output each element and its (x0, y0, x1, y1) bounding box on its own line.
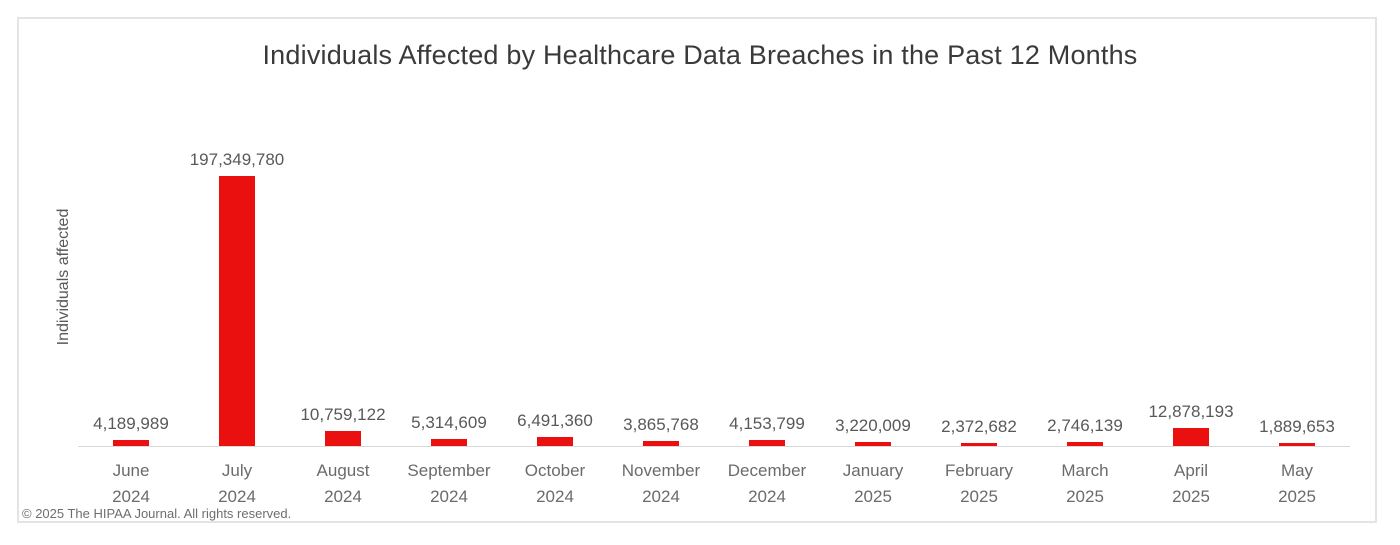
x-tick-year: 2024 (536, 487, 574, 507)
bar-value-label: 5,314,609 (411, 413, 487, 433)
bar (325, 431, 361, 446)
x-tick-label: June 2024 (78, 458, 184, 511)
x-tick-label: September 2024 (396, 458, 502, 511)
chart-title: Individuals Affected by Healthcare Data … (262, 40, 1138, 70)
bar (219, 176, 255, 446)
bars-row: 4,189,989 197,349,780 10,759,122 5,314,609 6… (78, 140, 1350, 447)
bar (1173, 428, 1209, 446)
x-tick-month: March (1061, 461, 1109, 480)
x-axis-ticks: June 2024 July 2024 August 2024 September 2024 O… (78, 458, 1350, 511)
x-tick-month: January (842, 461, 904, 480)
bar-column: 3,865,768 (608, 140, 714, 446)
bar-value-label: 10,759,122 (300, 405, 386, 425)
y-axis-label: Individuals affected (55, 208, 72, 346)
bar-column: 2,372,682 (926, 140, 1032, 446)
bar-column: 2,746,139 (1032, 140, 1138, 446)
bar-column: 4,153,799 (714, 140, 820, 446)
x-tick-year: 2025 (1066, 487, 1104, 507)
x-tick-label: January 2025 (820, 458, 926, 511)
x-tick-year: 2024 (112, 487, 150, 507)
bar-column: 12,878,193 (1138, 140, 1244, 446)
x-tick-label: February 2025 (926, 458, 1032, 511)
bar (643, 441, 679, 446)
bar (431, 439, 467, 446)
x-tick-year: 2024 (748, 487, 786, 507)
x-tick-label: March 2025 (1032, 458, 1138, 511)
x-tick-year: 2024 (218, 487, 256, 507)
x-tick-month: September (407, 461, 491, 480)
x-tick-year: 2025 (854, 487, 892, 507)
x-tick-month: July (221, 461, 253, 480)
x-tick-label: October 2024 (502, 458, 608, 511)
copyright-footer: © 2025 The HIPAA Journal. All rights res… (22, 506, 292, 521)
bar-column: 6,491,360 (502, 140, 608, 446)
bar (855, 442, 891, 446)
x-tick-month: February (944, 461, 1014, 480)
x-tick-label: November 2024 (608, 458, 714, 511)
bar-column: 10,759,122 (290, 140, 396, 446)
x-tick-year: 2024 (642, 487, 680, 507)
bar (537, 437, 573, 446)
bar-column: 5,314,609 (396, 140, 502, 446)
bar (113, 440, 149, 446)
bar-value-label: 4,189,989 (93, 414, 169, 434)
x-tick-label: April 2025 (1138, 458, 1244, 511)
x-tick-year: 2024 (324, 487, 362, 507)
bar-value-label: 2,372,682 (941, 417, 1017, 437)
x-tick-year: 2024 (430, 487, 468, 507)
bar-column: 4,189,989 (78, 140, 184, 446)
x-tick-label: July 2024 (184, 458, 290, 511)
plot-area: 4,189,989 197,349,780 10,759,122 5,314,609 6… (78, 140, 1350, 447)
x-tick-month: November (621, 461, 701, 480)
bar-value-label: 197,349,780 (189, 150, 285, 170)
bar-value-label: 6,491,360 (517, 411, 593, 431)
bar-column: 197,349,780 (184, 140, 290, 446)
bar (749, 440, 785, 446)
x-tick-month: June (112, 461, 150, 480)
bar (1067, 442, 1103, 446)
bar (1279, 443, 1315, 446)
x-tick-month: December (727, 461, 807, 480)
x-tick-month: April (1173, 461, 1208, 480)
x-tick-month: October (524, 461, 586, 480)
bar-value-label: 3,220,009 (835, 416, 911, 436)
bar-column: 3,220,009 (820, 140, 926, 446)
x-tick-month: August (316, 461, 370, 480)
bar-value-label: 2,746,139 (1047, 416, 1123, 436)
bar-value-label: 12,878,193 (1148, 402, 1234, 422)
bar-value-label: 4,153,799 (729, 414, 805, 434)
bar-value-label: 3,865,768 (623, 415, 699, 435)
x-tick-label: May 2025 (1244, 458, 1350, 511)
x-tick-label: December 2024 (714, 458, 820, 511)
x-tick-month: May (1280, 461, 1314, 480)
x-tick-year: 2025 (960, 487, 998, 507)
bar-column: 1,889,653 (1244, 140, 1350, 446)
x-tick-label: August 2024 (290, 458, 396, 511)
x-tick-year: 2025 (1172, 487, 1210, 507)
x-tick-year: 2025 (1278, 487, 1316, 507)
bar (961, 443, 997, 446)
bar-value-label: 1,889,653 (1259, 417, 1335, 437)
